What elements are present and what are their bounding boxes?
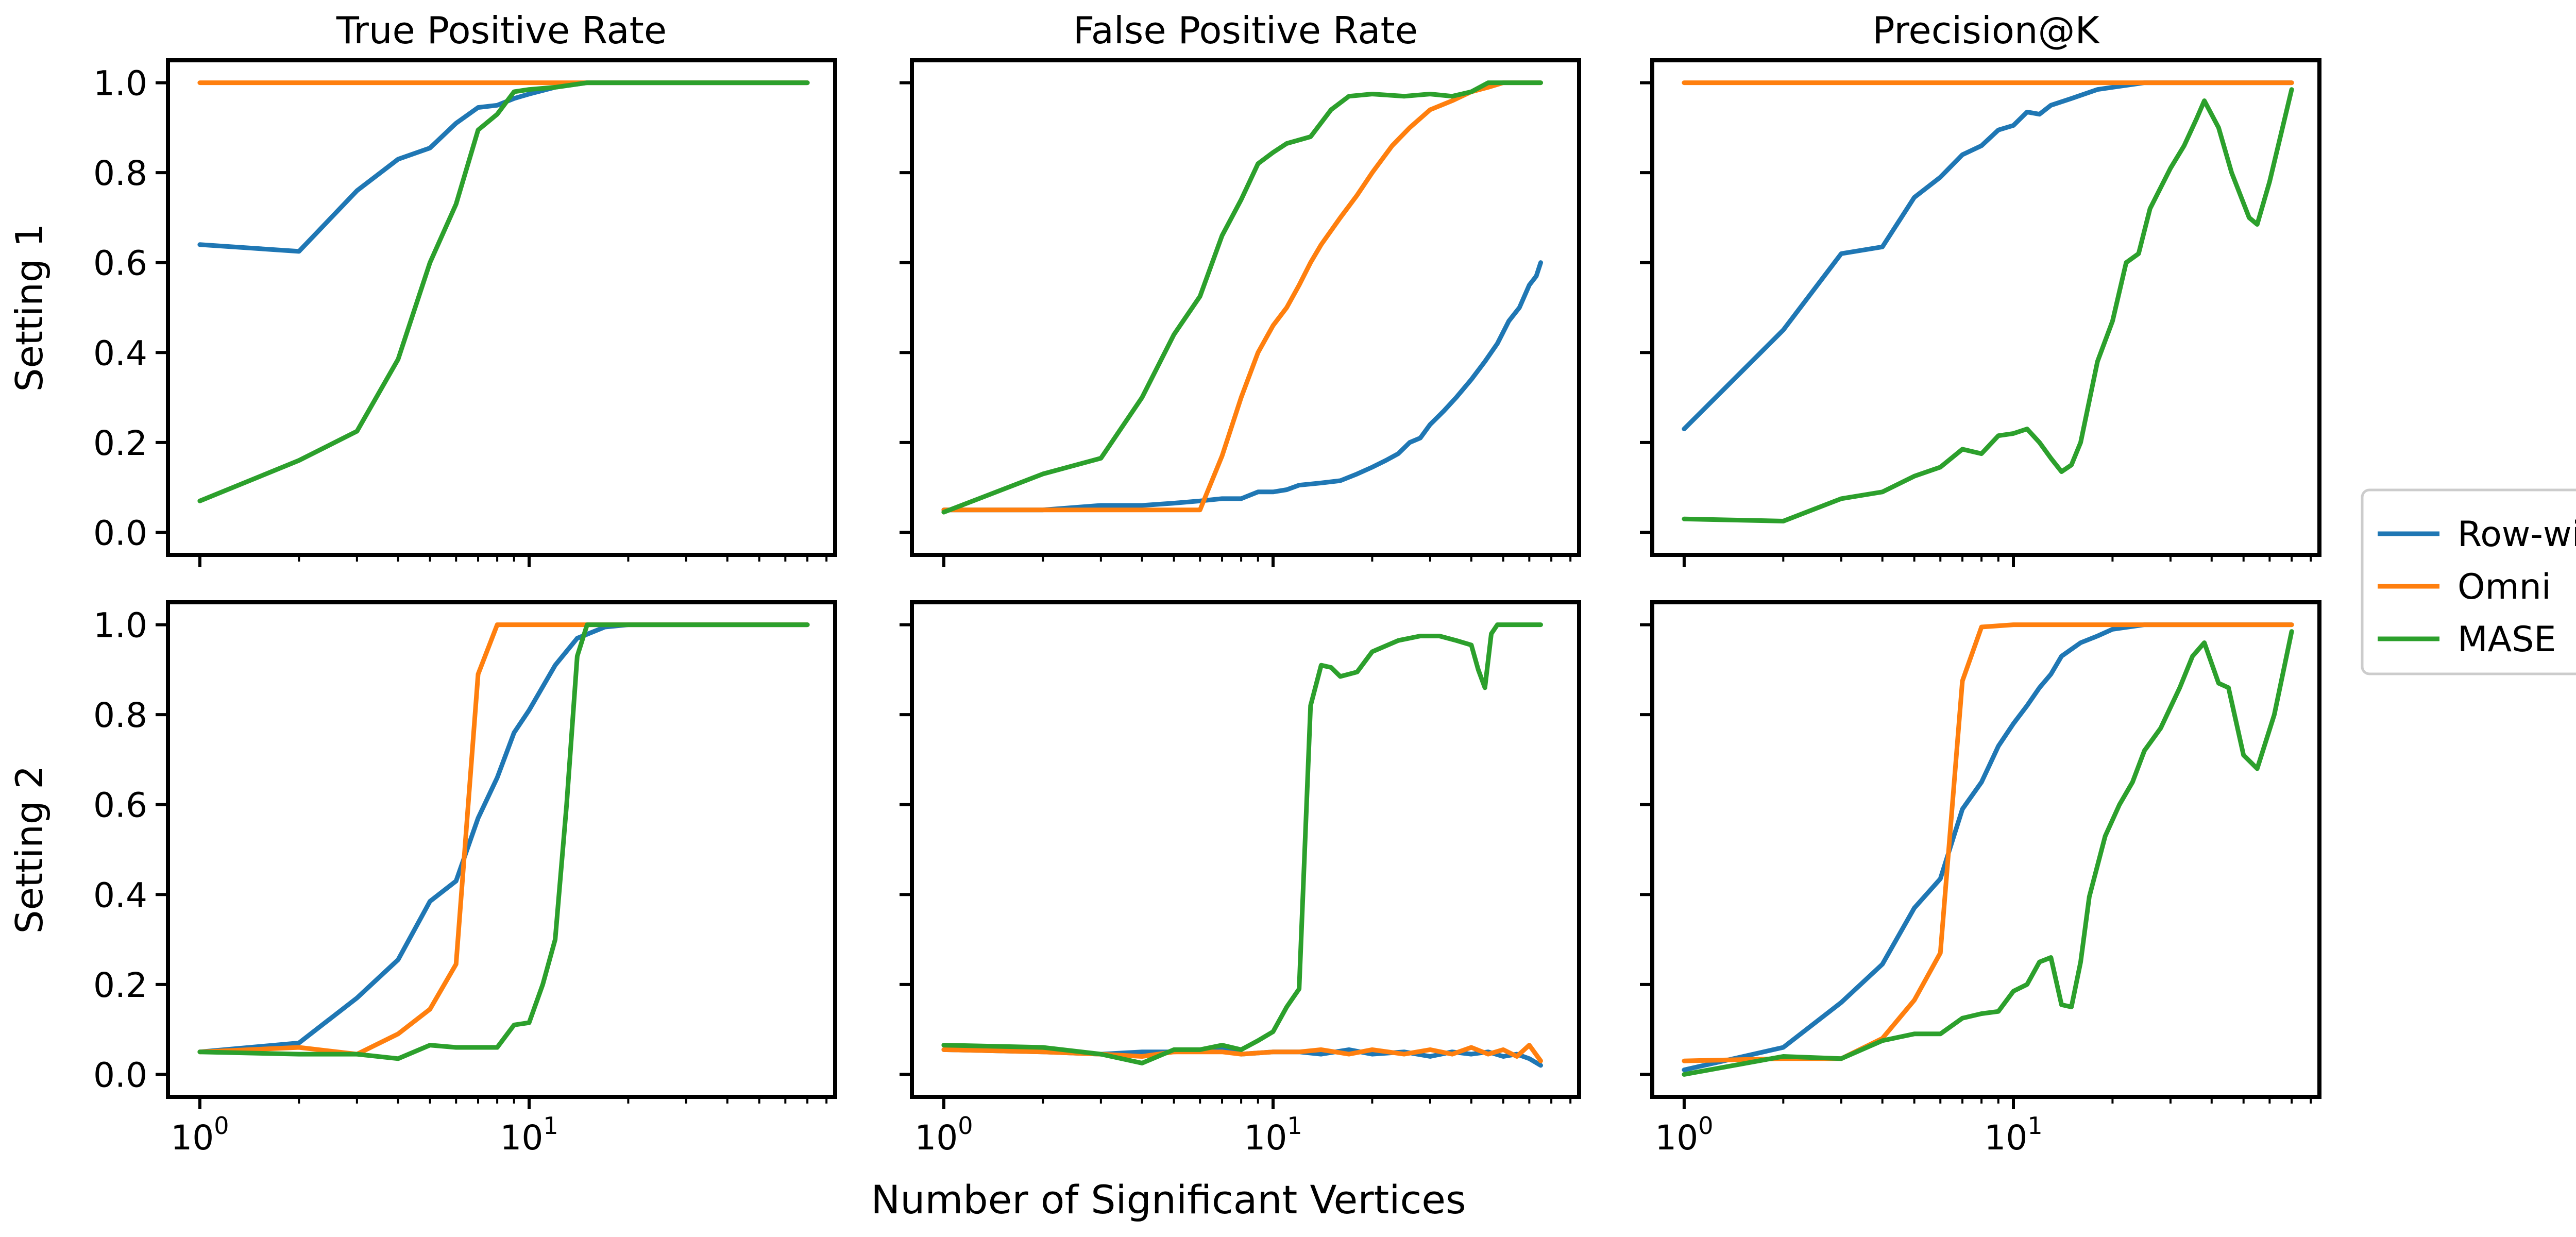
panel-setting-2-false-positive-rate: 100 101 — [900, 600, 1581, 1158]
series-line-row-wise — [941, 260, 1543, 513]
x-tick-label: 100 — [914, 1112, 973, 1158]
column-title-precision-k: Precision@K — [1872, 9, 2100, 52]
series-line-row-wise — [1682, 80, 2294, 432]
x-tick-label: 101 — [500, 1112, 558, 1158]
plot-frame — [910, 58, 1581, 557]
legend: Row-wise Omni MASE — [2361, 488, 2576, 675]
series-line-mase — [941, 622, 1543, 1065]
column-title-false-positive-rate: False Positive Rate — [1073, 9, 1418, 52]
y-tick-label: 0.8 — [93, 696, 147, 735]
series-line-row-wise — [1682, 622, 2294, 1073]
series-group — [197, 80, 810, 503]
y-tick-label: 0.2 — [93, 423, 147, 463]
plot-frame — [1650, 600, 2321, 1099]
panel-setting-1-precision-k — [1640, 58, 2321, 567]
x-axis-label: Number of Significant Vertices — [871, 1177, 1466, 1223]
y-tick-label: 0.4 — [93, 333, 147, 373]
y-tick-label: 0.2 — [93, 965, 147, 1005]
legend-label-row-wise: Row-wise — [2458, 514, 2576, 555]
panel-setting-1-true-positive-rate: 0.0 0.2 0.4 0.6 0.8 1.0 — [93, 58, 837, 567]
y-tick-label: 1.0 — [93, 64, 147, 104]
plot-frame — [910, 600, 1581, 1099]
y-tick-label: 1.0 — [93, 606, 147, 646]
panels: True Positive Rate False Positive Rate Pre… — [8, 9, 2321, 1158]
plot-frame — [1650, 58, 2321, 557]
legend-entry-omni: Omni — [2378, 567, 2551, 607]
y-tick-label: 0.0 — [93, 513, 147, 553]
y-tick-label: 0.4 — [93, 875, 147, 915]
x-tick-label: 100 — [1655, 1112, 1713, 1158]
series-group — [941, 622, 1543, 1068]
y-tick-label: 0.0 — [93, 1055, 147, 1095]
x-tick-label: 100 — [171, 1112, 229, 1158]
row-label-setting-1: Setting 1 — [8, 224, 51, 392]
series-line-omni — [941, 1043, 1543, 1063]
panel-setting-2-true-positive-rate: 0.0 0.2 0.4 0.6 0.8 1.0 100 101 — [93, 600, 837, 1158]
plot-frame — [166, 600, 837, 1099]
y-tick-label: 0.6 — [93, 786, 147, 825]
panel-setting-1-false-positive-rate — [900, 58, 1581, 567]
series-group — [1682, 80, 2294, 523]
plot-frame — [166, 58, 837, 557]
legend-label-omni: Omni — [2458, 567, 2551, 607]
series-group — [197, 622, 810, 1061]
row-label-setting-2: Setting 2 — [8, 766, 51, 934]
column-title-true-positive-rate: True Positive Rate — [336, 9, 667, 52]
series-group — [941, 80, 1543, 515]
legend-entry-mase: MASE — [2378, 619, 2556, 660]
series-line-row-wise — [941, 1047, 1543, 1068]
series-line-mase — [1682, 87, 2294, 523]
series-line-mase — [197, 622, 810, 1061]
legend-label-mase: MASE — [2458, 619, 2556, 660]
y-tick-label: 0.8 — [93, 154, 147, 193]
panel-setting-2-precision-k: 100 101 — [1640, 600, 2321, 1158]
series-line-mase — [197, 80, 810, 503]
series-line-mase — [1682, 629, 2294, 1077]
series-group — [1682, 622, 2294, 1077]
series-line-mase — [941, 80, 1543, 515]
x-tick-label: 101 — [1984, 1112, 2042, 1158]
legend-entry-row-wise: Row-wise — [2378, 514, 2576, 555]
series-line-omni — [941, 80, 1543, 513]
x-tick-label: 101 — [1244, 1112, 1302, 1158]
y-tick-label: 0.6 — [93, 244, 147, 283]
